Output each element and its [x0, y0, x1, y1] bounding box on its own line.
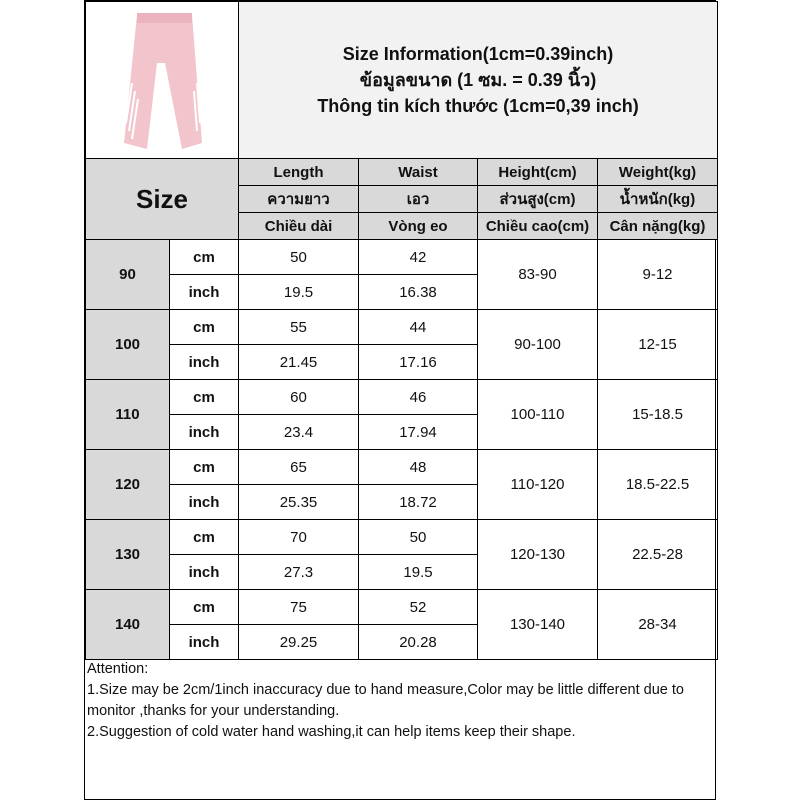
- weight-cell: 15-18.5: [596, 379, 719, 450]
- column-header: น้ำหนัก(kg): [596, 185, 719, 213]
- length-cell: 70: [238, 519, 359, 555]
- waist-cell: 52: [358, 589, 478, 625]
- attention-line-1: 1.Size may be 2cm/1inch inaccuracy due t…: [87, 682, 684, 719]
- header-row: Size Length Waist Height(cm) Weight(kg): [85, 158, 719, 240]
- unit-cell: cm: [169, 379, 239, 415]
- length-cell: 27.3: [238, 554, 359, 590]
- height-cell: 90-100: [477, 309, 598, 380]
- waist-cell: 16.38: [358, 274, 478, 310]
- attention-title: Attention:: [87, 661, 149, 677]
- length-cell: 65: [238, 449, 359, 485]
- column-header: Cân nặng(kg): [596, 212, 719, 240]
- header-row: Chiều dài Vòng eo Chiều cao(cm) Cân nặng(kg…: [86, 212, 719, 240]
- waist-cell: 50: [358, 519, 478, 555]
- table-row: inch 21.45 17.16: [86, 344, 718, 380]
- length-cell: 55: [238, 309, 359, 345]
- table-row: 100 cm 55 44 90-100 12-15: [85, 309, 719, 380]
- waist-cell: 44: [358, 309, 478, 345]
- unit-cell: inch: [169, 344, 239, 380]
- table-row: 140 cm 75 52 130-140 28-34: [85, 589, 719, 660]
- table-row: 110 cm 60 46 100-110 15-18.5: [85, 379, 719, 450]
- column-header: ความยาว: [238, 185, 359, 213]
- unit-cell: inch: [169, 414, 239, 450]
- height-cell: 110-120: [477, 449, 598, 520]
- waist-cell: 18.72: [358, 484, 478, 520]
- column-header: Waist: [358, 158, 478, 186]
- table-row: inch 19.5 16.38: [86, 274, 718, 310]
- size-cell: 140: [85, 589, 170, 660]
- weight-cell: 9-12: [596, 239, 719, 310]
- height-cell: 83-90: [477, 239, 598, 310]
- height-cell: 130-140: [477, 589, 598, 660]
- length-cell: 75: [238, 589, 359, 625]
- waist-cell: 42: [358, 239, 478, 275]
- waist-cell: 17.94: [358, 414, 478, 450]
- length-cell: 29.25: [238, 624, 359, 660]
- table-row: 130 cm 70 50 120-130 22.5-28: [85, 519, 719, 590]
- title-line-en: Size Information(1cm=0.39inch): [342, 44, 614, 64]
- table-row: inch 25.35 18.72: [86, 484, 718, 520]
- length-cell: 21.45: [238, 344, 359, 380]
- column-header: Chiều cao(cm): [477, 212, 598, 240]
- size-chart: Size Information(1cm=0.39inch) ข้อมูลขนา…: [84, 0, 719, 800]
- unit-cell: cm: [169, 239, 239, 275]
- table-row: inch 29.25 20.28: [86, 624, 718, 660]
- unit-cell: inch: [169, 554, 239, 590]
- unit-cell: cm: [169, 519, 239, 555]
- length-cell: 19.5: [238, 274, 359, 310]
- unit-cell: inch: [169, 624, 239, 660]
- weight-cell: 22.5-28: [596, 519, 719, 590]
- unit-cell: cm: [169, 309, 239, 345]
- column-header: Vòng eo: [358, 212, 478, 240]
- length-cell: 50: [238, 239, 359, 275]
- length-cell: 60: [238, 379, 359, 415]
- height-cell: 100-110: [477, 379, 598, 450]
- size-information-title: Size Information(1cm=0.39inch) ข้อมูลขนา…: [237, 1, 719, 159]
- title-line-th: ข้อมูลขนาด (1 ซม. = 0.39 นิ้ว): [359, 70, 597, 90]
- pants-image: [124, 13, 202, 149]
- column-header: Chiều dài: [238, 212, 359, 240]
- size-header: Size: [85, 158, 239, 240]
- waist-cell: 20.28: [358, 624, 478, 660]
- unit-cell: inch: [169, 484, 239, 520]
- unit-cell: inch: [169, 274, 239, 310]
- column-header: Height(cm): [477, 158, 598, 186]
- unit-cell: cm: [169, 589, 239, 625]
- size-cell: 130: [85, 519, 170, 590]
- column-header: เอว: [358, 185, 478, 213]
- size-table: Size Information(1cm=0.39inch) ข้อมูลขนา…: [85, 1, 719, 660]
- column-header: ส่วนสูง(cm): [477, 185, 598, 213]
- product-image: [85, 1, 239, 159]
- column-header: Length: [238, 158, 359, 186]
- weight-cell: 18.5-22.5: [596, 449, 719, 520]
- table-row: 120 cm 65 48 110-120 18.5-22.5: [85, 449, 719, 520]
- waist-cell: 48: [358, 449, 478, 485]
- table-row: 90 cm 50 42 83-90 9-12: [85, 239, 719, 310]
- table-row: inch 27.3 19.5: [86, 554, 718, 590]
- size-cell: 100: [85, 309, 170, 380]
- weight-cell: 28-34: [596, 589, 719, 660]
- attention-line-2: 2.Suggestion of cold water hand washing,…: [87, 724, 576, 740]
- waist-cell: 19.5: [358, 554, 478, 590]
- unit-cell: cm: [169, 449, 239, 485]
- table-row: inch 23.4 17.94: [86, 414, 718, 450]
- title-line-vi: Thông tin kích thước (1cm=0,39 inch): [317, 96, 639, 116]
- attention-note: Attention: 1.Size may be 2cm/1inch inacc…: [87, 659, 715, 743]
- size-cell: 120: [85, 449, 170, 520]
- waist-cell: 46: [358, 379, 478, 415]
- size-cell: 90: [85, 239, 170, 310]
- length-cell: 23.4: [238, 414, 359, 450]
- size-cell: 110: [85, 379, 170, 450]
- header-row: ความยาว เอว ส่วนสูง(cm) น้ำหนัก(kg): [86, 185, 719, 213]
- column-header: Weight(kg): [596, 158, 719, 186]
- weight-cell: 12-15: [596, 309, 719, 380]
- waist-cell: 17.16: [358, 344, 478, 380]
- height-cell: 120-130: [477, 519, 598, 590]
- length-cell: 25.35: [238, 484, 359, 520]
